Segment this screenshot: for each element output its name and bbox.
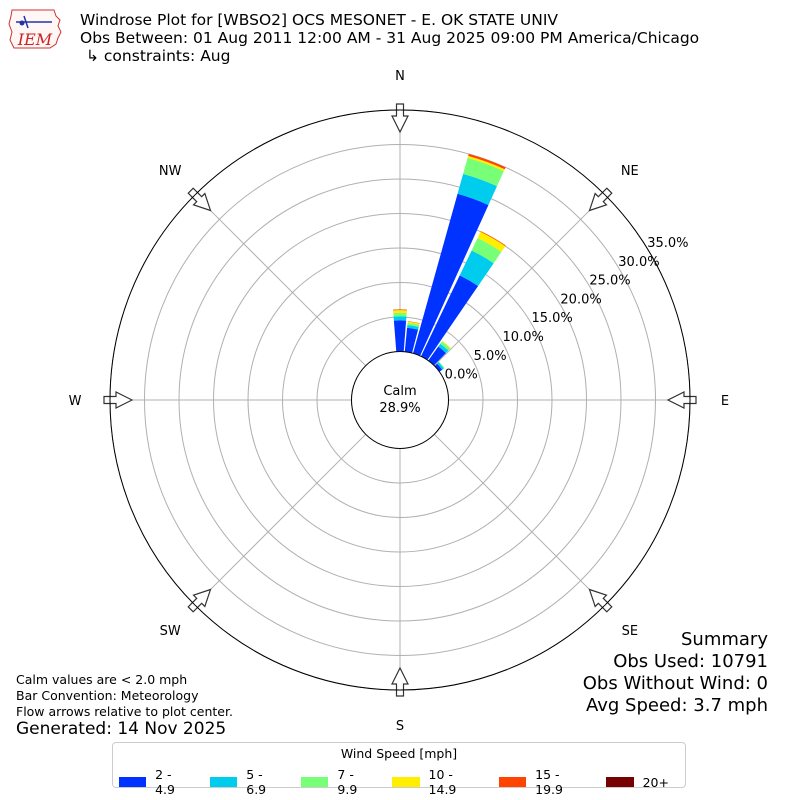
radial-tick-label: 25.0% xyxy=(589,274,630,289)
legend-swatch xyxy=(499,777,527,787)
wind-bar-segment xyxy=(420,275,479,360)
flow-arrow-icon xyxy=(187,588,212,613)
wind-bar-segment xyxy=(393,309,407,311)
direction-label: NW xyxy=(159,164,182,179)
flow-arrow-icon xyxy=(666,391,697,409)
wind-bar-segment xyxy=(441,340,451,349)
summary-obs-used: Obs Used: 10791 xyxy=(613,651,768,672)
direction-label: N xyxy=(395,69,405,84)
legend-item: 15 - 19.9 xyxy=(499,767,590,797)
wind-bar-segment xyxy=(471,238,502,264)
wind-bar-segment xyxy=(393,320,407,352)
wind-bar-segment xyxy=(407,324,419,330)
wind-bar-segment xyxy=(407,322,420,327)
direction-label: NE xyxy=(621,164,639,179)
legend-title: Wind Speed [mph] xyxy=(340,746,458,761)
direction-label: E xyxy=(721,394,729,409)
radial-tick-label: 20.0% xyxy=(560,292,601,307)
direction-arrows xyxy=(103,103,697,697)
wind-bar-segment xyxy=(468,153,506,170)
wind-bar-segment xyxy=(438,343,449,354)
direction-label: W xyxy=(69,394,82,409)
wind-bar-segment xyxy=(393,316,407,321)
wind-bar-segment xyxy=(459,250,494,286)
iem-logo: IEM xyxy=(6,6,64,52)
legend-label: 10 - 14.9 xyxy=(428,767,457,797)
wind-bar-segment xyxy=(407,321,420,324)
summary-avg-speed: Avg Speed: 3.7 mph xyxy=(586,695,768,716)
radial-tick-label: 10.0% xyxy=(503,330,544,345)
wind-bar-segment xyxy=(477,231,506,252)
legend-item: 5 - 6.9 xyxy=(210,767,285,797)
radial-tick-label: 5.0% xyxy=(474,349,507,364)
grid-spoke xyxy=(194,194,367,367)
legend-label: 7 - 9.9 xyxy=(337,767,358,797)
legend-item: 2 - 4.9 xyxy=(119,767,194,797)
grid-spoke xyxy=(433,194,606,367)
calm-circle xyxy=(351,351,449,449)
calm-label: Calm xyxy=(383,384,416,399)
flow-arrow-icon xyxy=(391,103,409,134)
plot-title: Windrose Plot for [WBSO2] OCS MESONET - … xyxy=(80,11,559,29)
wind-bar-segment xyxy=(457,173,497,206)
wind-bar-segment xyxy=(440,341,451,351)
wind-bar-segment xyxy=(437,362,444,370)
radial-tick-labels: 0.0% 5.0% 10.0% 15.0% 20.0% 25.0% 30.0% 35.0% xyxy=(445,236,689,383)
legend-swatch xyxy=(301,777,329,787)
flow-arrows-note: Flow arrows relative to plot center. xyxy=(16,704,233,719)
legend-item: 7 - 9.9 xyxy=(301,767,376,797)
bar-convention-note: Bar Convention: Meteorology xyxy=(16,688,199,703)
wind-bar-segment xyxy=(413,193,489,356)
generated-date: Generated: 14 Nov 2025 xyxy=(16,719,227,739)
flow-arrow-icon xyxy=(187,187,212,212)
wind-bar-segment xyxy=(404,327,419,354)
plot-period: Obs Between: 01 Aug 2011 12:00 AM - 31 A… xyxy=(80,29,700,47)
summary-obs-without-wind: Obs Without Wind: 0 xyxy=(582,673,768,694)
legend-swatch xyxy=(605,777,634,787)
flow-arrow-icon xyxy=(103,391,134,409)
logo-text: IEM xyxy=(17,30,53,49)
wind-bars xyxy=(393,153,506,372)
radial-tick-label: 0.0% xyxy=(445,368,478,383)
wind-bar-segment xyxy=(434,363,443,372)
outer-ring xyxy=(109,109,691,691)
wind-bar-segment xyxy=(393,312,407,317)
legend-items: 2 - 4.9 5 - 6.9 7 - 9.9 10 - 14.9 15 - 19.9 2… xyxy=(119,767,685,797)
plot-constraints: ↳ constraints: Aug xyxy=(86,47,231,65)
calm-value: 28.9% xyxy=(379,401,420,416)
legend-swatch xyxy=(119,777,147,787)
wind-bar-segment xyxy=(393,310,407,314)
grid-spoke xyxy=(194,433,367,606)
summary-title: Summary xyxy=(681,629,768,650)
direction-label: S xyxy=(396,719,404,734)
wind-bar-segment xyxy=(480,231,506,247)
wind-bar-segment xyxy=(463,157,504,187)
wind-bar-segment xyxy=(428,346,447,366)
legend-swatch xyxy=(210,777,238,787)
wind-bar-segment xyxy=(438,361,445,369)
calm-note: Calm values are < 2.0 mph xyxy=(16,672,188,687)
flow-arrow-icon xyxy=(391,666,409,697)
legend-label: 2 - 4.9 xyxy=(155,767,175,797)
wind-bar-segment xyxy=(407,321,420,325)
legend-label: 5 - 6.9 xyxy=(246,767,267,797)
legend-label: 15 - 19.9 xyxy=(535,767,563,797)
radial-tick-label: 15.0% xyxy=(531,311,572,326)
legend-swatch xyxy=(392,777,420,787)
iem-logo-graphic: IEM xyxy=(8,9,62,49)
direction-labels: N NE E SE S SW W NW xyxy=(69,69,730,734)
flow-arrow-icon xyxy=(588,187,613,212)
radial-tick-label: 30.0% xyxy=(618,255,659,270)
flow-arrow-icon xyxy=(588,588,613,613)
legend-item: 10 - 14.9 xyxy=(392,767,483,797)
direction-label: SE xyxy=(622,624,638,639)
wind-bar-segment xyxy=(467,155,505,172)
radial-tick-label: 35.0% xyxy=(647,236,688,251)
direction-label: SW xyxy=(160,624,181,639)
legend-label: 20+ xyxy=(642,774,669,790)
grid-spoke xyxy=(433,433,606,606)
legend-item: 20+ xyxy=(605,774,669,790)
legend: Wind Speed [mph] 2 - 4.9 5 - 6.9 7 - 9.9 10… xyxy=(112,742,686,797)
